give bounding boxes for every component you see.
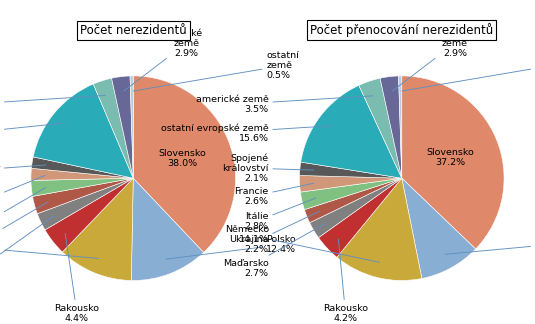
Text: ostatní evropské země
15.3%: ostatní evropské země 15.3% [0,123,65,145]
Text: asijské
země
2.9%: asijské země 2.9% [124,29,202,91]
Text: Itálie
2.5%: Itálie 2.5% [0,188,45,231]
Text: asijské
země
2.9%: asijské země 2.9% [392,29,471,91]
Wedge shape [300,176,402,192]
Wedge shape [93,78,133,178]
Text: Spojené
království
1.8%: Spojené království 1.8% [0,155,46,185]
Wedge shape [32,157,133,178]
Wedge shape [359,78,402,178]
Wedge shape [131,178,204,281]
Text: ostatní evropské země
15.6%: ostatní evropské země 15.6% [161,123,331,143]
Wedge shape [402,178,476,279]
Wedge shape [133,76,235,252]
Wedge shape [304,178,402,223]
Wedge shape [45,178,133,252]
Wedge shape [310,178,402,237]
Text: Polsko
9.7%: Polsko 9.7% [445,235,535,254]
Text: Ukrajina
2.8%: Ukrajina 2.8% [0,202,48,251]
Text: ostatní
země
0.5%: ostatní země 0.5% [133,51,299,91]
Text: Polsko
12.4%: Polsko 12.4% [166,235,296,259]
Text: americké země
3.0%: americké země 3.0% [0,95,105,114]
Text: Itálie
2.8%: Itálie 2.8% [245,198,316,231]
Text: Německo
11.9%: Německo 11.9% [0,238,98,259]
Text: Spojené
království
2.1%: Spojené království 2.1% [223,153,314,183]
Text: Francie
1.9%: Francie 1.9% [0,176,45,210]
Text: Francie
2.6%: Francie 2.6% [234,183,314,206]
Wedge shape [31,168,133,180]
Text: americké země
3.5%: americké země 3.5% [196,95,373,114]
Text: ostatní
země
0.5%: ostatní země 0.5% [402,51,535,91]
Wedge shape [31,178,133,196]
Text: Slovensko
38.0%: Slovensko 38.0% [159,149,207,168]
Text: Maďarsko
2.7%: Maďarsko 2.7% [223,223,326,278]
Text: Ukrajina
2.2%: Ukrajina 2.2% [230,211,320,254]
Wedge shape [63,178,133,281]
Title: Počet přenocování nerezidentů: Počet přenocování nerezidentů [310,23,493,37]
Text: Rakousko
4.2%: Rakousko 4.2% [323,239,368,323]
Text: Slovensko
37.2%: Slovensko 37.2% [427,148,475,167]
Wedge shape [300,162,402,178]
Wedge shape [112,76,133,178]
Text: Německo
14.1%: Německo 14.1% [225,225,379,262]
Wedge shape [33,84,133,178]
Wedge shape [33,178,133,214]
Wedge shape [301,178,402,210]
Wedge shape [380,76,402,178]
Wedge shape [37,178,133,230]
Wedge shape [399,76,402,178]
Title: Počet nerezidentů: Počet nerezidentů [80,24,187,37]
Wedge shape [318,178,402,257]
Text: Rakousko
4.4%: Rakousko 4.4% [55,233,100,323]
Wedge shape [301,85,402,178]
Wedge shape [402,76,504,249]
Wedge shape [337,178,422,281]
Wedge shape [130,76,133,178]
Text: Maďarsko
2.8%: Maďarsko 2.8% [0,216,54,280]
